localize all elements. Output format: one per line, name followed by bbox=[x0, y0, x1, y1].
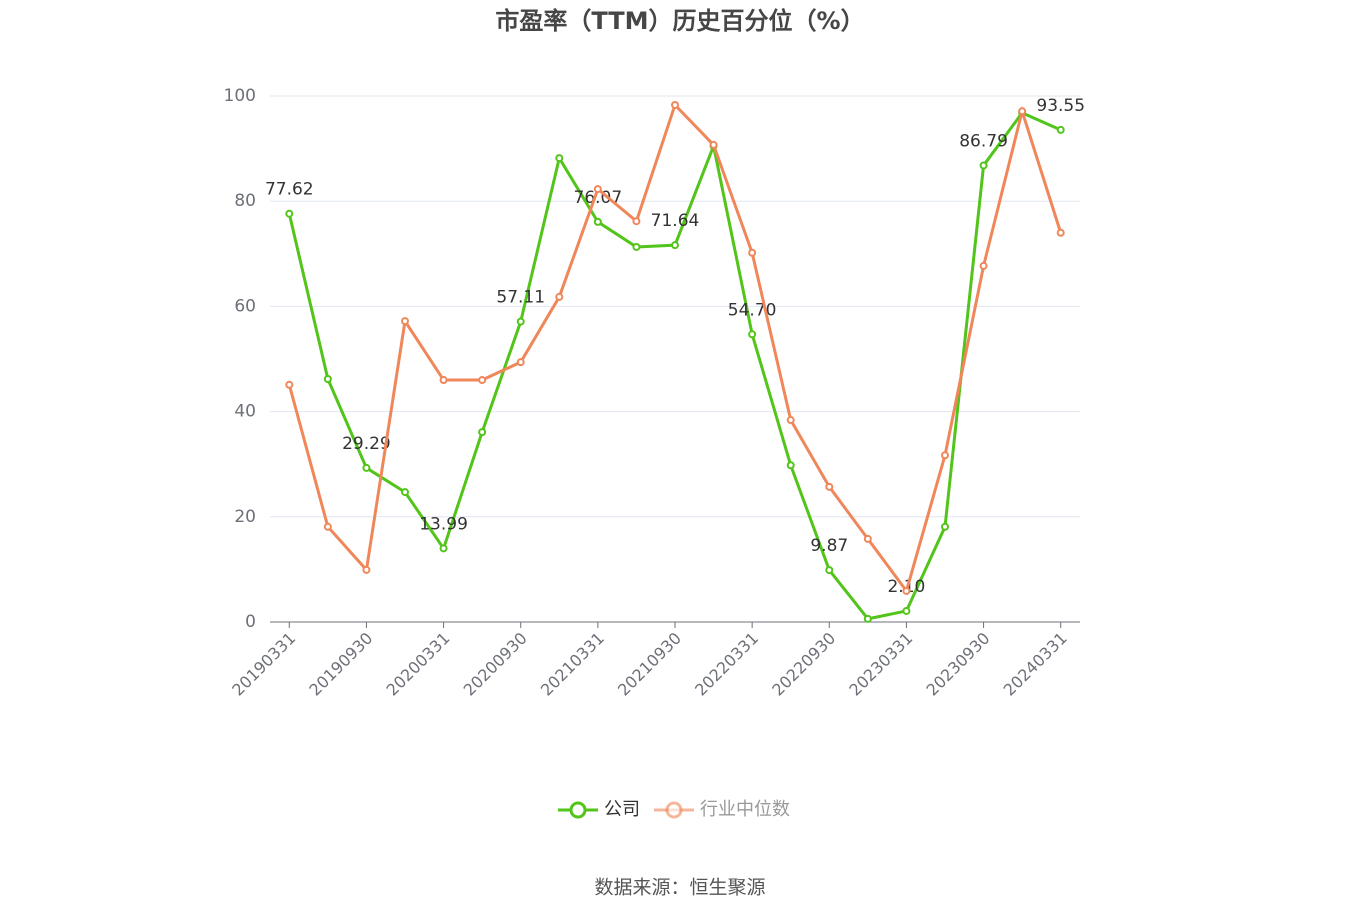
source: 数据来源：恒生聚源 bbox=[594, 877, 765, 899]
value-label: 54.70 bbox=[728, 300, 777, 320]
value-label: 77.62 bbox=[265, 180, 314, 200]
point bbox=[671, 100, 679, 109]
y-tick-label: 60 bbox=[234, 296, 256, 316]
y-tick-label: 80 bbox=[234, 191, 256, 211]
x-tick-label: 20220331 bbox=[691, 629, 762, 700]
point bbox=[941, 522, 949, 531]
legend-icon bbox=[665, 801, 683, 819]
point bbox=[1018, 107, 1027, 116]
point bbox=[478, 376, 487, 385]
legend-label: 行业中位数 bbox=[700, 799, 790, 820]
x-tick-label: 20220930 bbox=[768, 629, 839, 700]
x-tick-label: 20200930 bbox=[460, 629, 531, 700]
x-tick-label: 20190930 bbox=[305, 629, 376, 700]
point bbox=[979, 261, 988, 270]
value-label: 29.29 bbox=[342, 434, 391, 454]
value-label: 93.55 bbox=[1036, 96, 1085, 116]
point bbox=[439, 376, 448, 385]
point bbox=[632, 242, 641, 251]
point bbox=[555, 154, 564, 163]
point bbox=[709, 140, 718, 149]
point bbox=[362, 565, 371, 574]
point bbox=[671, 241, 679, 250]
series-line bbox=[287, 110, 1062, 621]
point bbox=[748, 330, 757, 339]
x-tick-label: 20230930 bbox=[923, 629, 994, 700]
y-tick-label: 100 bbox=[224, 86, 256, 106]
point bbox=[439, 544, 448, 553]
point bbox=[863, 534, 872, 543]
legend-icon bbox=[569, 801, 587, 819]
point bbox=[285, 380, 294, 389]
x-tick-label: 20210930 bbox=[614, 629, 685, 700]
y-tick-label: 20 bbox=[234, 507, 256, 527]
y-tick-label: 0 bbox=[245, 612, 256, 632]
point bbox=[516, 358, 525, 367]
point bbox=[323, 522, 332, 531]
y-tick-label: 40 bbox=[234, 402, 256, 422]
point bbox=[401, 488, 409, 497]
value-label: 76.07 bbox=[574, 188, 623, 208]
point bbox=[593, 185, 602, 194]
point bbox=[825, 566, 834, 575]
point bbox=[285, 209, 294, 218]
value-label: 86.79 bbox=[959, 131, 1008, 151]
value-label: 13.99 bbox=[419, 514, 468, 534]
point bbox=[979, 161, 988, 170]
value-label: 9.87 bbox=[810, 536, 848, 556]
point bbox=[863, 614, 872, 623]
point bbox=[825, 482, 834, 491]
legend-label: 公司 bbox=[604, 799, 640, 820]
point bbox=[516, 317, 525, 326]
point bbox=[593, 217, 602, 226]
point bbox=[902, 586, 911, 595]
point bbox=[555, 292, 564, 301]
point bbox=[786, 416, 795, 425]
point bbox=[902, 606, 911, 615]
x-tick-label: 20210331 bbox=[537, 629, 608, 700]
value-label: 57.11 bbox=[496, 288, 545, 308]
point bbox=[1056, 125, 1065, 134]
point bbox=[786, 461, 795, 470]
point bbox=[401, 317, 409, 326]
point bbox=[362, 463, 371, 472]
point bbox=[1056, 228, 1065, 237]
point bbox=[632, 217, 641, 226]
x-tick-label: 20200331 bbox=[383, 629, 454, 700]
x-tick-label: 20240331 bbox=[1000, 629, 1071, 700]
point bbox=[941, 451, 949, 460]
x-tick-label: 20230331 bbox=[845, 629, 916, 700]
value-label: 71.64 bbox=[651, 211, 700, 231]
point bbox=[748, 248, 757, 257]
point bbox=[478, 428, 487, 437]
chart-title: 市盈率（TTM）历史百分位（%） bbox=[495, 7, 864, 35]
x-tick-label: 20190331 bbox=[228, 629, 299, 700]
point bbox=[323, 374, 332, 383]
